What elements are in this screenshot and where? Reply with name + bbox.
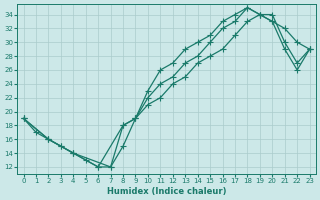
X-axis label: Humidex (Indice chaleur): Humidex (Indice chaleur) — [107, 187, 226, 196]
